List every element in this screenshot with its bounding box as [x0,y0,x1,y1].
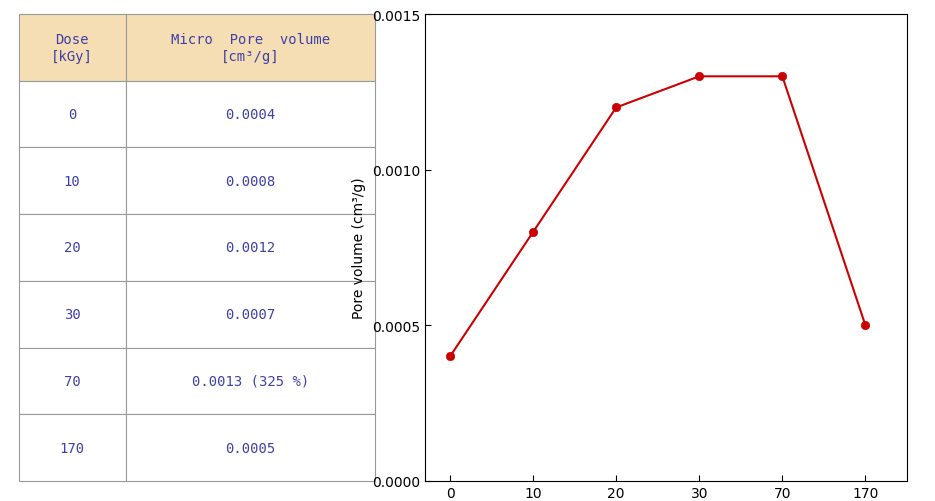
Text: 0.0004: 0.0004 [225,108,275,122]
FancyBboxPatch shape [125,215,375,281]
FancyBboxPatch shape [19,281,125,348]
FancyBboxPatch shape [125,82,375,148]
FancyBboxPatch shape [19,82,125,148]
Text: 0.0012: 0.0012 [225,241,275,255]
Text: 10: 10 [64,174,80,188]
Text: 70: 70 [64,374,80,388]
FancyBboxPatch shape [125,414,375,481]
FancyBboxPatch shape [125,348,375,414]
Y-axis label: Pore volume (cm³/g): Pore volume (cm³/g) [352,177,367,319]
FancyBboxPatch shape [19,15,125,82]
Text: 0.0007: 0.0007 [225,308,275,322]
Text: Dose
[kGy]: Dose [kGy] [51,33,94,64]
Text: 0: 0 [68,108,77,122]
FancyBboxPatch shape [19,414,125,481]
Text: 0.0008: 0.0008 [225,174,275,188]
Text: 0.0013 (325 %): 0.0013 (325 %) [192,374,309,388]
Text: 30: 30 [64,308,80,322]
FancyBboxPatch shape [125,281,375,348]
Text: 0.0005: 0.0005 [225,441,275,455]
Text: Micro  Pore  volume
[cm³/g]: Micro Pore volume [cm³/g] [170,33,330,64]
FancyBboxPatch shape [125,15,375,82]
Text: 20: 20 [64,241,80,255]
FancyBboxPatch shape [125,148,375,215]
FancyBboxPatch shape [19,215,125,281]
Text: 170: 170 [60,441,85,455]
FancyBboxPatch shape [19,348,125,414]
FancyBboxPatch shape [19,148,125,215]
